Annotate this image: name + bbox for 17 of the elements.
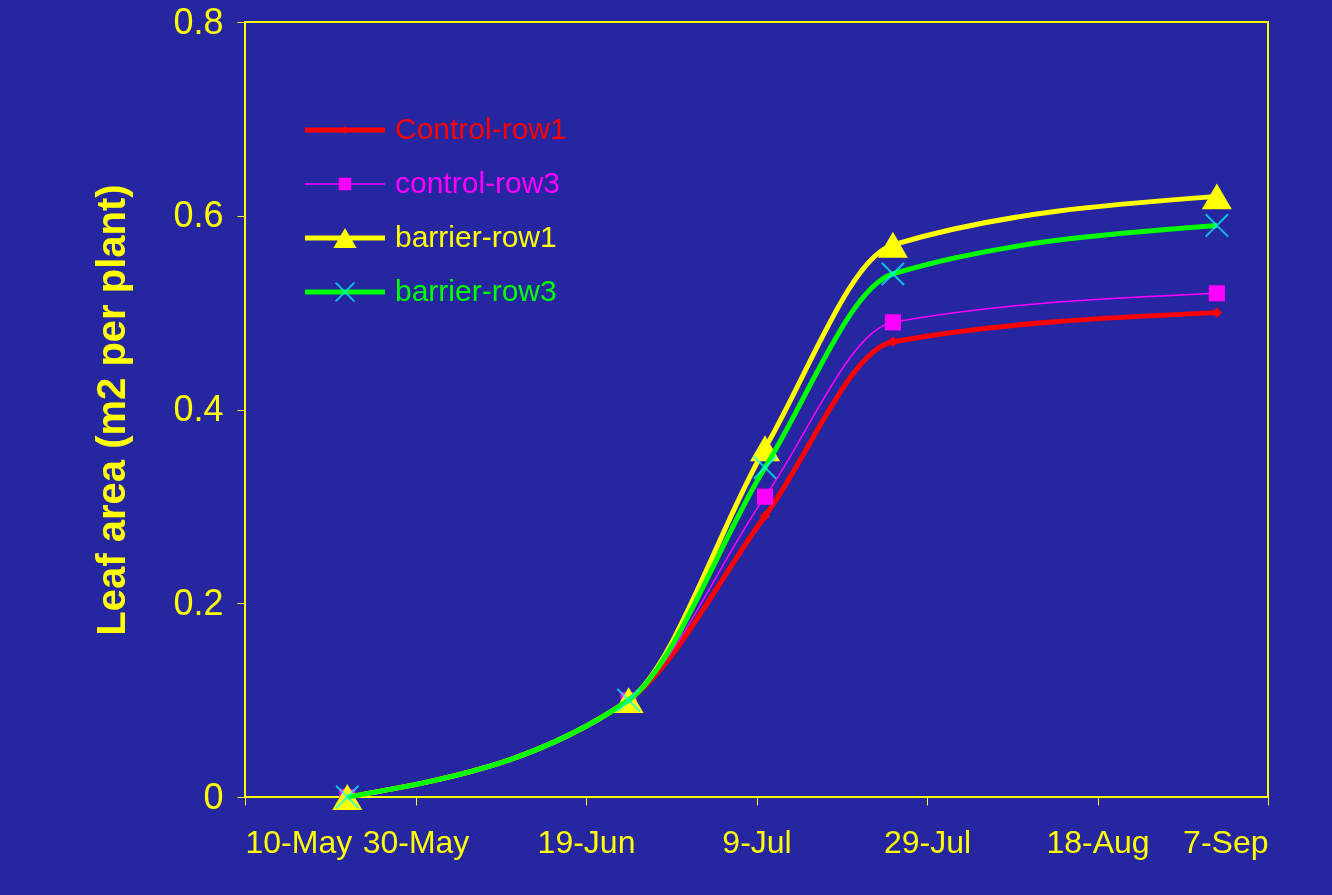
- x-tick-label: 19-Jun: [537, 823, 636, 860]
- y-tick-label: 0.8: [173, 0, 224, 42]
- y-tick-label: 0.4: [173, 388, 224, 429]
- legend-label: Control-row1: [395, 112, 567, 145]
- legend-label: barrier-row3: [395, 274, 557, 307]
- x-tick-label: 7-Sep: [1183, 823, 1269, 860]
- x-tick-label: 9-Jul: [722, 823, 792, 860]
- x-tick-label: 30-May: [362, 823, 470, 860]
- x-tick-label: 10-May: [245, 823, 353, 860]
- y-tick-label: 0.2: [173, 581, 224, 623]
- x-tick-label: 18-Aug: [1046, 823, 1150, 860]
- x-tick-label: 29-Jul: [883, 823, 972, 860]
- y-tick-label: 0.6: [173, 194, 224, 236]
- y-axis-title: Leaf area (m2 per plant): [89, 184, 134, 636]
- legend-label: barrier-row1: [395, 220, 557, 253]
- y-tick-label: 0: [203, 775, 224, 817]
- legend-label: control-row3: [395, 166, 561, 199]
